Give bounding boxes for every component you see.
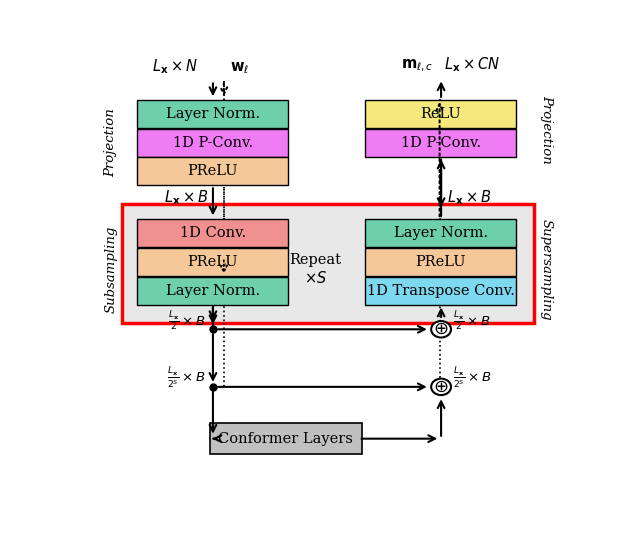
Text: $\oplus$: $\oplus$: [433, 378, 449, 396]
Text: $\frac{L_\mathbf{x}}{2^S} \times B$: $\frac{L_\mathbf{x}}{2^S} \times B$: [454, 366, 492, 391]
Text: Repeat
$\times S$: Repeat $\times S$: [290, 253, 342, 286]
Text: Supersampling: Supersampling: [540, 219, 553, 320]
Text: 1D P-Conv.: 1D P-Conv.: [401, 136, 481, 150]
Text: 1D Transpose Conv.: 1D Transpose Conv.: [367, 284, 515, 297]
FancyBboxPatch shape: [137, 219, 288, 247]
FancyBboxPatch shape: [137, 248, 288, 276]
Text: $L_\mathbf{x} \times B$: $L_\mathbf{x} \times B$: [164, 189, 208, 207]
Text: 1D P-Conv.: 1D P-Conv.: [173, 136, 253, 150]
Text: $\mathbf{m}_{\ell,c}$: $\mathbf{m}_{\ell,c}$: [401, 58, 434, 74]
FancyBboxPatch shape: [365, 100, 516, 128]
FancyBboxPatch shape: [365, 277, 516, 304]
Text: $L_\mathbf{x} \times CN$: $L_\mathbf{x} \times CN$: [444, 56, 499, 74]
Text: $\frac{L_\mathbf{x}}{2} \times B$: $\frac{L_\mathbf{x}}{2} \times B$: [168, 309, 205, 333]
Text: Layer Norm.: Layer Norm.: [166, 107, 260, 121]
Text: Subsampling: Subsampling: [104, 226, 117, 313]
FancyBboxPatch shape: [365, 219, 516, 247]
FancyBboxPatch shape: [210, 423, 362, 454]
Text: $L_\mathbf{x} \times N$: $L_\mathbf{x} \times N$: [152, 57, 198, 76]
FancyBboxPatch shape: [122, 204, 534, 323]
FancyBboxPatch shape: [365, 129, 516, 156]
FancyBboxPatch shape: [137, 100, 288, 128]
Text: $\frac{L_\mathbf{x}}{2^S} \times B$: $\frac{L_\mathbf{x}}{2^S} \times B$: [167, 366, 205, 391]
Text: $\mathbf{w}_\ell$: $\mathbf{w}_\ell$: [230, 60, 249, 76]
Text: Conformer Layers: Conformer Layers: [218, 431, 353, 446]
Text: Projection: Projection: [104, 108, 117, 177]
Text: 1D Conv.: 1D Conv.: [180, 226, 246, 240]
FancyBboxPatch shape: [137, 277, 288, 304]
Text: Layer Norm.: Layer Norm.: [394, 226, 488, 240]
Circle shape: [431, 379, 451, 395]
Circle shape: [431, 321, 451, 337]
Text: Projection: Projection: [540, 96, 553, 164]
FancyBboxPatch shape: [137, 158, 288, 185]
Text: PReLU: PReLU: [188, 164, 238, 178]
FancyBboxPatch shape: [365, 248, 516, 276]
Text: Layer Norm.: Layer Norm.: [166, 284, 260, 297]
Text: PReLU: PReLU: [415, 255, 466, 269]
Text: $\oplus$: $\oplus$: [433, 320, 449, 339]
FancyBboxPatch shape: [137, 129, 288, 156]
Text: ReLU: ReLU: [420, 107, 461, 121]
Text: $L_\mathbf{x} \times B$: $L_\mathbf{x} \times B$: [447, 189, 492, 207]
Text: PReLU: PReLU: [188, 255, 238, 269]
Text: $\frac{L_\mathbf{x}}{2} \times B$: $\frac{L_\mathbf{x}}{2} \times B$: [454, 309, 492, 333]
